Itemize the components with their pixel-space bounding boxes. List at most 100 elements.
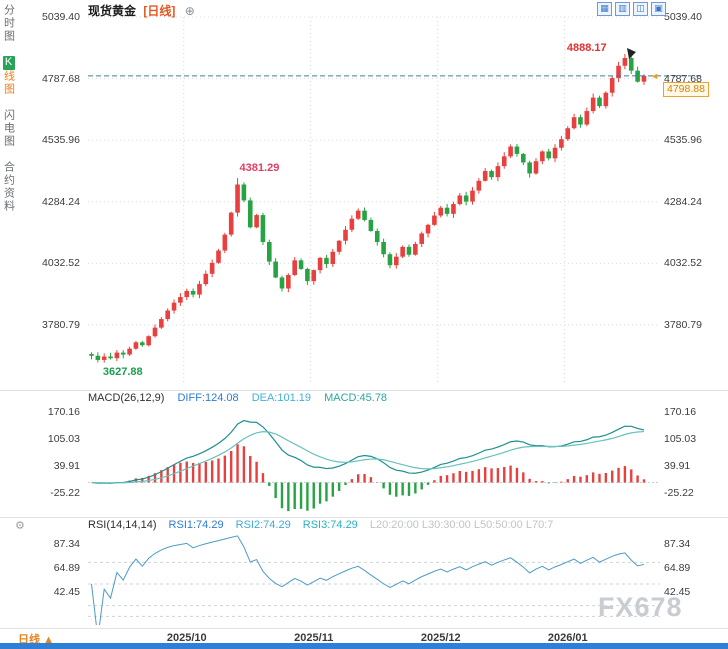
rsi-separator (0, 517, 728, 518)
candle (514, 146, 520, 154)
rsi-title: RSI(14,14,14) (88, 519, 157, 531)
candle (273, 261, 278, 278)
candle (521, 153, 526, 163)
candle (374, 230, 380, 242)
candle (247, 200, 253, 228)
candle (565, 128, 571, 140)
horizontal-scrollbar[interactable] (0, 643, 728, 649)
candle (267, 241, 272, 262)
candle (482, 171, 488, 181)
multi-grid-layout-icon[interactable]: ▦ (597, 2, 612, 16)
candle (140, 342, 145, 346)
last-price-badge: 4798.88 (663, 81, 709, 97)
macd-dea-line (91, 430, 644, 484)
candle (584, 111, 590, 125)
add-indicator-icon[interactable]: ⊕ (184, 4, 195, 18)
rsi-panel (88, 535, 660, 625)
candle (286, 275, 291, 289)
macd-panel (88, 419, 660, 512)
candle (203, 273, 209, 285)
split-grid-layout-icon[interactable]: ▥ (615, 2, 630, 16)
macd-macd-value: MACD:45.78 (324, 392, 388, 404)
candle (228, 212, 234, 235)
candle (609, 78, 615, 93)
candle (622, 57, 628, 66)
candle (362, 210, 367, 220)
rsi-settings-icon[interactable]: ⚙ (15, 520, 25, 532)
rsi-levels-text: L20:20:00 L30:30:00 L50:50:00 L70:7 (369, 519, 554, 531)
candle (254, 215, 259, 228)
candle (343, 229, 348, 241)
candle (533, 161, 539, 174)
candle (368, 219, 374, 231)
period-tag[interactable]: [日线] (143, 4, 176, 18)
candle (463, 195, 469, 202)
sidebar-item-lightning[interactable]: 闪电图 (2, 109, 15, 148)
candle (292, 260, 297, 276)
candle (559, 139, 564, 148)
candle (101, 356, 107, 360)
candle (349, 218, 355, 230)
candle (336, 240, 342, 252)
candle (597, 97, 602, 107)
candle (127, 348, 132, 355)
line-chart-layout-icon[interactable]: ◫ (633, 2, 648, 16)
price-pointer-icon: ◄ (650, 70, 659, 81)
candle (311, 270, 317, 282)
candle (146, 336, 151, 346)
candle (133, 342, 139, 349)
candle (241, 184, 247, 201)
candle-chart-layout-icon[interactable]: ▣ (651, 2, 666, 16)
candle (457, 195, 463, 205)
candle (260, 215, 266, 242)
candle (178, 297, 183, 303)
candle (508, 146, 513, 157)
candle (298, 260, 304, 269)
candle (476, 180, 482, 191)
candle (470, 190, 475, 202)
candle (438, 207, 444, 216)
sidebar-item-contract-info[interactable]: 合约资料 (2, 161, 15, 213)
candle (489, 171, 494, 178)
candle (108, 356, 113, 359)
rsi-line (91, 535, 645, 625)
candle (324, 257, 329, 265)
candle (120, 352, 126, 355)
candle (444, 207, 450, 214)
candle (501, 156, 507, 167)
candle (305, 268, 310, 282)
candle (235, 184, 240, 213)
kline-label: 线图 (2, 70, 15, 96)
candle (89, 354, 94, 356)
kline-badge: K (2, 56, 15, 70)
candle (400, 246, 405, 257)
candle (546, 151, 551, 159)
rsi2-value: RSI2:74.29 (235, 519, 291, 531)
sidebar-item-kline[interactable]: K线图 (1, 56, 17, 96)
chevron-up-icon: ▲ (43, 634, 54, 646)
rsi3-value: RSI3:74.29 (302, 519, 358, 531)
candle (190, 290, 196, 295)
candle (209, 262, 215, 274)
candle (571, 117, 577, 129)
candle (527, 162, 532, 174)
rsi1-value: RSI1:74.29 (168, 519, 224, 531)
sidebar: 分时图 K线图 闪电图 合约资料 (0, 4, 17, 213)
peak-cursor-icon (627, 48, 636, 59)
candle (432, 215, 437, 225)
candle (616, 65, 621, 79)
candle (197, 284, 202, 295)
candle (540, 151, 545, 162)
candle (216, 250, 221, 263)
sidebar-item-timeshare[interactable]: 分时图 (2, 4, 15, 43)
candle (406, 246, 412, 255)
watermark: FX678 (598, 592, 683, 622)
candle (171, 302, 177, 311)
candle (330, 251, 336, 265)
symbol-title: 现货黄金 (88, 4, 137, 18)
candle (355, 210, 361, 219)
candle (159, 319, 164, 328)
macd-indicator-row: MACD(26,12,9) DIFF:124.08 DEA:101.19 MAC… (88, 392, 397, 404)
candle (451, 204, 456, 214)
